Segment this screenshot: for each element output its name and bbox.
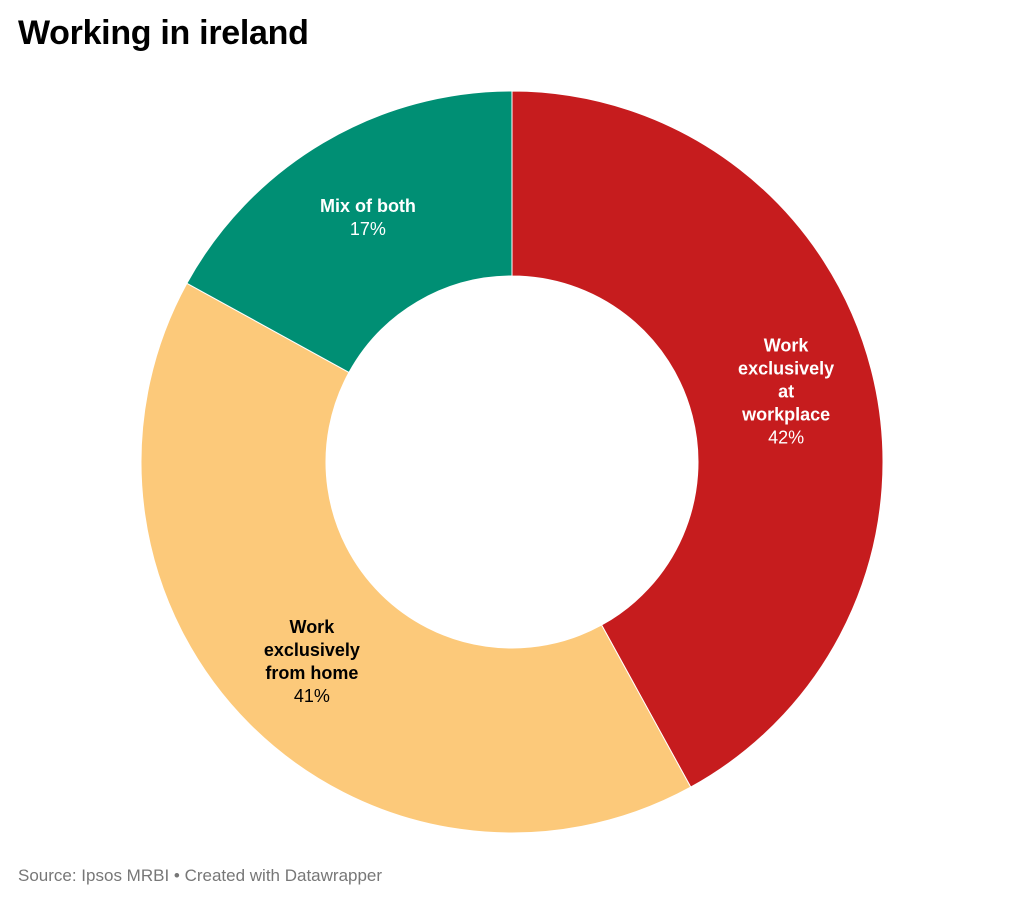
source-note: Source: Ipsos MRBI • Created with Datawr… xyxy=(18,866,383,885)
slice-label-0: Work exclusively at workplace 42% xyxy=(738,334,834,449)
slice-label-value: 41% xyxy=(293,686,330,707)
slice-label-1: Work exclusively from home 41% xyxy=(264,616,360,708)
slice-label-2: Mix of both 17% xyxy=(320,195,416,241)
donut-slice-0 xyxy=(511,90,884,788)
donut-slice-1 xyxy=(140,282,692,834)
slice-label-value: 17% xyxy=(349,219,386,240)
slice-label-name: Work exclusively from home xyxy=(263,617,360,684)
donut-slice-2 xyxy=(186,90,513,374)
slice-label-name: Mix of both xyxy=(319,196,416,217)
slice-label-value: 42% xyxy=(768,427,805,448)
slice-label-name: Work exclusively at workplace xyxy=(738,335,835,425)
chart-title: Working in ireland xyxy=(18,14,309,52)
